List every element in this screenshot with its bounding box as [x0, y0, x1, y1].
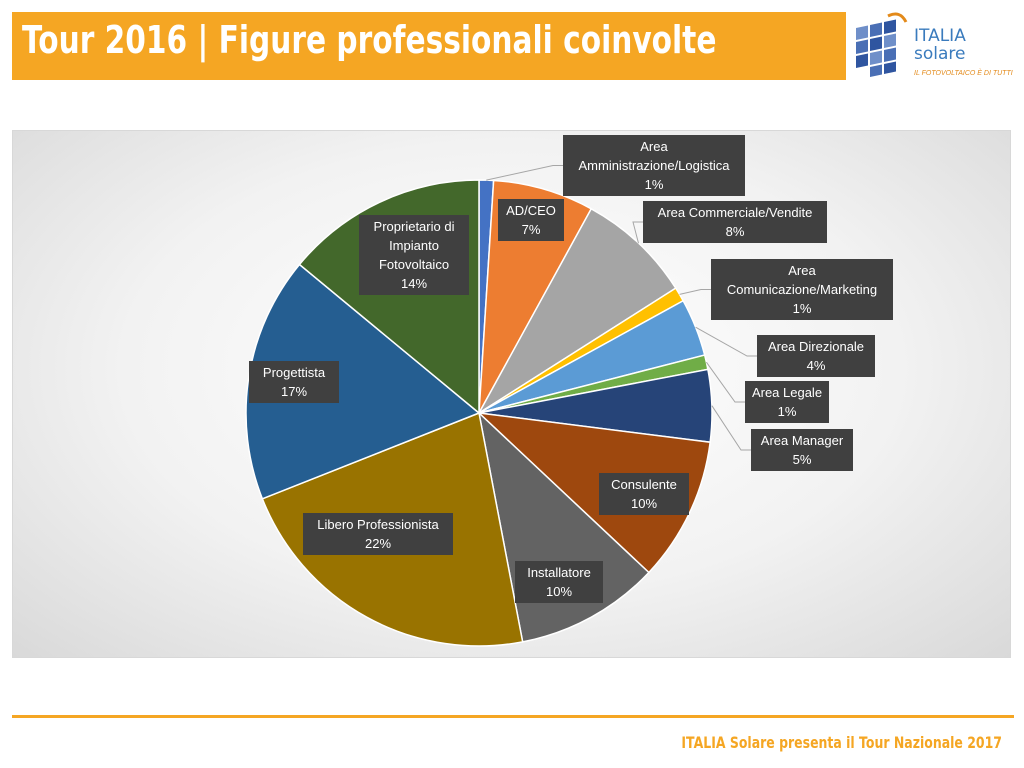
data-label-text: Installatore — [527, 565, 591, 580]
data-label-value: 1% — [778, 404, 797, 419]
data-label-value: 10% — [546, 584, 572, 599]
data-label-box — [757, 335, 875, 377]
data-label-value: 17% — [281, 384, 307, 399]
data-label-text: Libero Professionista — [317, 517, 439, 532]
data-label-text: Proprietario di — [374, 219, 455, 234]
logo-sub: solare — [914, 44, 966, 64]
data-label-value: 4% — [807, 358, 826, 373]
data-label-text: Area Manager — [761, 433, 844, 448]
data-label-value: 7% — [522, 222, 541, 237]
logo-name: ITALIA — [914, 26, 966, 46]
data-label-box — [498, 199, 564, 241]
data-label-box — [515, 561, 603, 603]
data-label-value: 1% — [645, 177, 664, 192]
logo-tagline: IL FOTOVOLTAICO È DI TUTTI — [914, 70, 1013, 77]
data-label-text: Area — [640, 139, 668, 154]
data-label-text: AD/CEO — [506, 203, 556, 218]
data-label-value: 5% — [793, 452, 812, 467]
footer-text: ITALIA Solare presenta il Tour Nazionale… — [681, 733, 1002, 752]
footer-divider — [12, 715, 1014, 718]
data-label-box — [751, 429, 853, 471]
data-label-text: Comunicazione/Marketing — [727, 282, 877, 297]
leader-line — [679, 289, 711, 295]
data-label-value: 1% — [793, 301, 812, 316]
leader-line — [705, 361, 745, 403]
data-label-text: Area — [788, 263, 816, 278]
chart-area: Area Amministrazione/Logistica 1% AD/CEO 7% A… — [12, 130, 1011, 658]
data-label-box — [745, 381, 829, 423]
data-label-box — [711, 259, 893, 320]
data-label-text: Amministrazione/Logistica — [578, 158, 730, 173]
data-label-box — [359, 215, 469, 295]
data-label-text: Area Direzionale — [768, 339, 864, 354]
leader-line — [486, 165, 563, 181]
leader-line — [632, 221, 643, 244]
data-label-text: Fotovoltaico — [379, 257, 449, 272]
data-label-text: Consulente — [611, 477, 677, 492]
data-label-box — [249, 361, 339, 403]
data-label-box — [563, 135, 745, 196]
data-label-value: 14% — [401, 276, 427, 291]
data-label-box — [599, 473, 689, 515]
solar-panel-icon — [856, 12, 908, 78]
data-label-value: 10% — [631, 496, 657, 511]
title-bar: Tour 2016 | Figure professionali coinvol… — [12, 12, 846, 80]
data-label-value: 8% — [726, 224, 745, 239]
data-label-box — [643, 201, 827, 243]
data-label-text: Area Commerciale/Vendite — [658, 205, 813, 220]
data-label-text: Impianto — [389, 238, 439, 253]
data-label-value: 22% — [365, 536, 391, 551]
leader-line — [695, 326, 757, 357]
pie-slice — [245, 263, 481, 500]
leader-line — [711, 405, 751, 451]
pie-chart: Area Amministrazione/Logistica 1% AD/CEO 7% A… — [245, 135, 893, 647]
logo: ITALIA solare IL FOTOVOLTAICO È DI TUTTI — [848, 10, 1018, 86]
pie-slice — [476, 411, 711, 574]
data-label-box — [303, 513, 453, 555]
page-title: Tour 2016 | Figure professionali coinvol… — [22, 18, 717, 62]
data-label-text: Progettista — [263, 365, 326, 380]
data-label-text: Area Legale — [752, 385, 822, 400]
